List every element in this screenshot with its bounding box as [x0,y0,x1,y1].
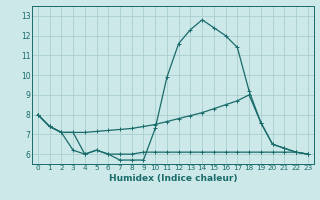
X-axis label: Humidex (Indice chaleur): Humidex (Indice chaleur) [108,174,237,183]
